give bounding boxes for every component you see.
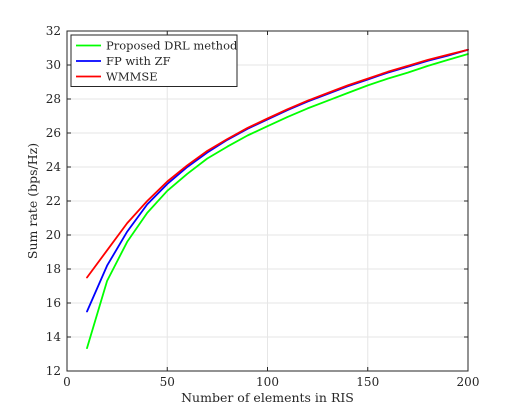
x-axis-label: Number of elements in RIS [181,390,354,405]
y-axis-label: Sum rate (bps/Hz) [25,143,40,259]
y-tick-label: 32 [46,24,61,38]
axis-ticks: 0 50 100 150 200 12 14 16 18 20 22 24 26 28 30 32 [46,24,480,389]
y-tick-label: 18 [46,262,61,276]
y-tick-label: 14 [46,330,62,344]
y-tick-label: 24 [46,160,62,174]
legend-label: Proposed DRL method [106,39,238,53]
y-tick-label: 30 [46,58,61,72]
y-tick-label: 12 [46,364,61,378]
series-line [86,48,469,313]
series-lines [86,48,469,350]
legend-label: WMMSE [106,70,158,84]
series-line [86,48,469,279]
y-tick-label: 26 [46,126,61,140]
x-tick-label: 0 [63,375,71,389]
y-tick-label: 28 [46,92,61,106]
legend-label: FP with ZF [106,54,171,68]
x-tick-label: 100 [256,375,279,389]
y-tick-label: 22 [46,194,61,208]
series-line [86,53,469,350]
x-tick-label: 150 [356,375,379,389]
y-tick-label: 20 [46,228,61,242]
x-tick-label: 200 [457,375,480,389]
y-tick-label: 16 [46,296,61,310]
x-tick-label: 50 [160,375,175,389]
